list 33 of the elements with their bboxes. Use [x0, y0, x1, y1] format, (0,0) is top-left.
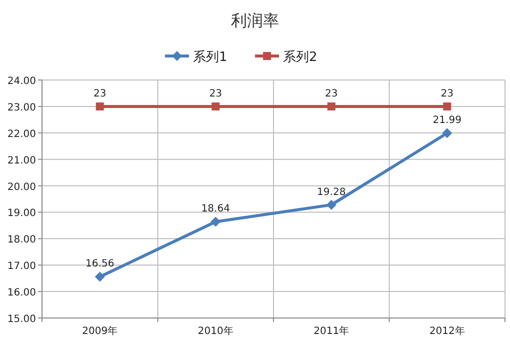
point	[94, 272, 105, 282]
y-tick-label: 20.00	[7, 182, 36, 193]
x-tick-label: 2012年	[429, 325, 465, 337]
x-tick-label: 2010年	[198, 325, 234, 337]
point	[442, 128, 452, 138]
chart-title: 利润率	[231, 11, 279, 30]
x-tick-label: 2011年	[314, 325, 350, 337]
y-tick-label: 17.00	[7, 261, 36, 272]
y-tick-label: 22.00	[7, 128, 36, 140]
legend-label: 系列1	[193, 50, 228, 65]
data-label: 23	[440, 88, 454, 100]
data-label: 21.99	[432, 115, 462, 126]
point	[212, 102, 220, 110]
point	[210, 216, 221, 227]
data-label: 16.56	[86, 258, 114, 270]
point	[96, 102, 104, 110]
y-tick-label: 21.00	[7, 155, 36, 166]
y-tick-label: 19.00	[7, 208, 36, 220]
data-label: 23	[325, 88, 338, 100]
legend-label: 系列2	[283, 50, 318, 65]
y-tick-label: 18.00	[7, 234, 36, 246]
x-tick-label: 2009年	[82, 325, 118, 337]
y-tick-label: 24.00	[7, 76, 36, 87]
data-label: 23	[209, 88, 222, 100]
data-label: 18.64	[201, 204, 230, 215]
y-tick-label: 16.00	[7, 288, 36, 299]
y-tick-label: 23.00	[7, 102, 36, 114]
data-label: 19.28	[317, 186, 346, 198]
y-tick-label: 15.00	[7, 314, 36, 325]
point	[327, 102, 336, 110]
point	[443, 102, 452, 110]
point	[326, 200, 336, 210]
data-label: 23	[94, 88, 106, 100]
